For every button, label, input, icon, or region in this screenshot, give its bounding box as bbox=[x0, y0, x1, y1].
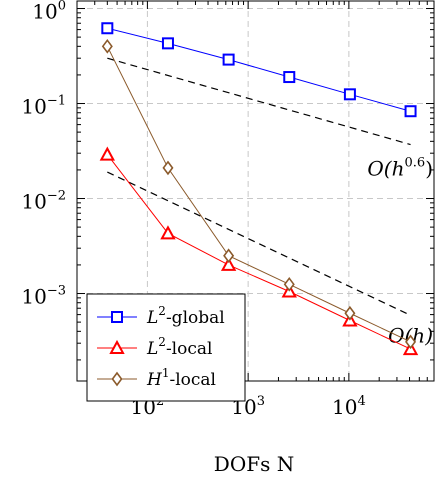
grid bbox=[77, 1, 434, 381]
legend-label: L2-global bbox=[146, 304, 225, 328]
data-point bbox=[343, 88, 356, 101]
y-tick-label: 10−3 bbox=[21, 284, 66, 309]
series-line bbox=[106, 154, 411, 350]
data-point bbox=[162, 160, 174, 176]
reference-line bbox=[107, 57, 411, 146]
series-3 bbox=[101, 38, 417, 350]
legend-entry: H1-local bbox=[97, 366, 216, 390]
plot-frame bbox=[76, 0, 435, 382]
series-1 bbox=[101, 22, 417, 118]
data-point bbox=[101, 22, 114, 35]
data-point bbox=[160, 225, 176, 240]
data-point bbox=[161, 37, 174, 50]
reference-lines: O(h0.6)O(h) bbox=[107, 57, 433, 347]
y-tick-label: 10−1 bbox=[21, 94, 66, 119]
x-tick-label: 104 bbox=[332, 394, 366, 419]
data-point bbox=[222, 53, 235, 66]
series-group bbox=[99, 22, 419, 356]
reference-line-label: O(h0.6) bbox=[367, 156, 433, 181]
legend-label: H1-local bbox=[146, 366, 216, 390]
data-point bbox=[344, 305, 356, 321]
data-point bbox=[223, 248, 235, 264]
data-point bbox=[405, 334, 417, 350]
data-point bbox=[283, 276, 295, 292]
data-point bbox=[101, 38, 113, 54]
legend: L2-global L2-local H1-local bbox=[86, 293, 246, 402]
data-point bbox=[99, 146, 116, 161]
data-point bbox=[404, 105, 417, 118]
data-point bbox=[220, 256, 237, 271]
legend-entry: L2-global bbox=[97, 304, 225, 328]
legend-marker bbox=[109, 339, 125, 354]
legend-label: L2-local bbox=[146, 335, 212, 359]
series-line bbox=[106, 46, 411, 343]
x-axis-label: DOFs N bbox=[214, 452, 294, 476]
series-line bbox=[107, 27, 411, 112]
y-tick-label: 100 bbox=[32, 0, 66, 24]
y-tick-label: 10−2 bbox=[21, 189, 66, 214]
legend-entry: L2-local bbox=[97, 335, 212, 359]
legend-marker bbox=[111, 371, 123, 387]
minor-ticks bbox=[76, 1, 435, 381]
series-2 bbox=[99, 146, 419, 356]
data-point bbox=[283, 71, 296, 84]
y-tick-labels: 100 10−1 10−2 10−3 bbox=[21, 0, 66, 309]
legend-marker bbox=[111, 311, 123, 323]
reference-line bbox=[107, 171, 411, 316]
